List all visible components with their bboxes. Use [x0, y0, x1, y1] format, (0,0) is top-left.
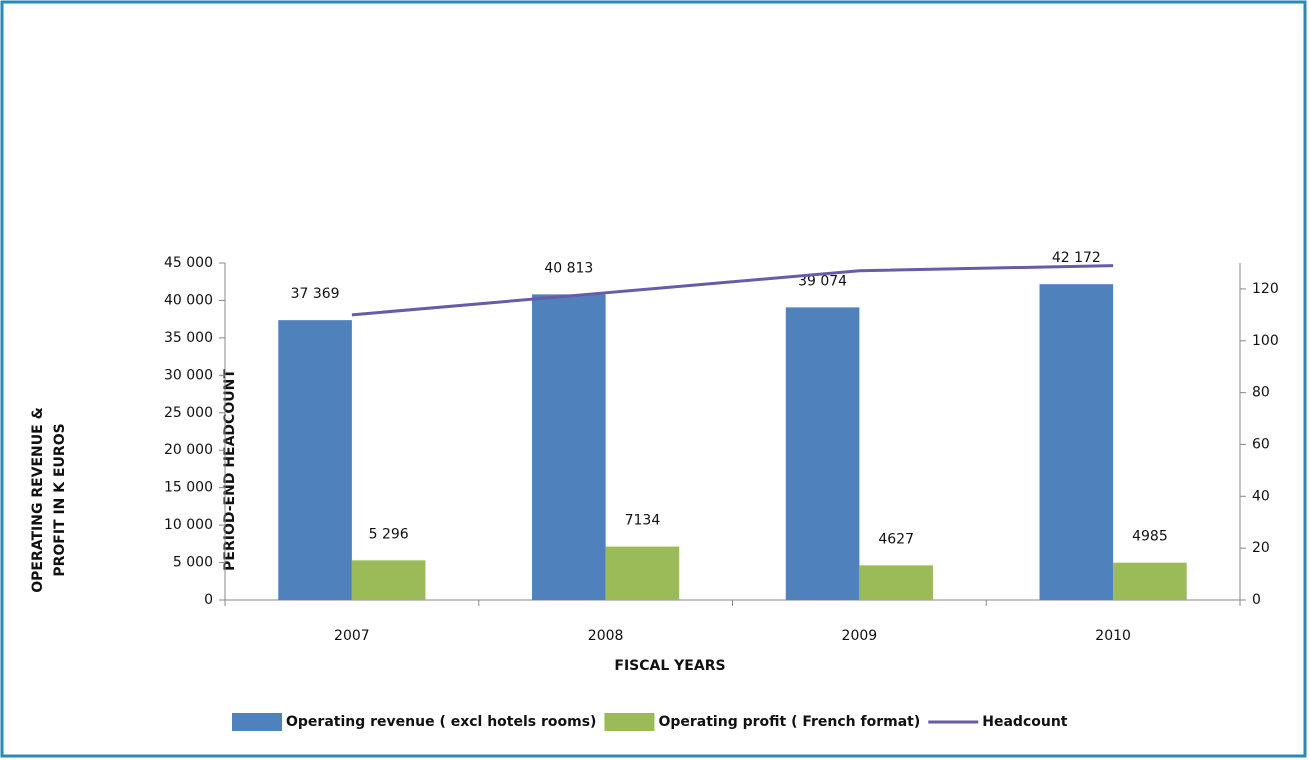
legend-swatch: [604, 713, 655, 731]
x-tick-label: 2009: [842, 628, 878, 644]
y-tick-label: 40 000: [164, 292, 213, 308]
legend-swatch: [232, 713, 282, 731]
y-tick-label: 15 000: [164, 480, 213, 496]
data-label: 4985: [1132, 529, 1168, 545]
bar: [1113, 562, 1187, 600]
y-axis-title: OPERATING REVENUE &: [30, 407, 46, 593]
bar: [859, 565, 933, 600]
y2-tick-label: 40: [1252, 488, 1270, 504]
y-axis-title: PROFIT IN K EUROS: [52, 423, 68, 576]
bar: [1039, 284, 1114, 600]
bar: [278, 320, 352, 600]
y2-tick-label: 100: [1252, 333, 1279, 349]
line: [351, 264, 1114, 317]
bar: [532, 294, 606, 600]
y-tick-label: 30 000: [164, 367, 213, 383]
y2-tick-label: 80: [1252, 385, 1270, 401]
data-label: 5 296: [369, 526, 409, 542]
y2-tick-label: 120: [1252, 281, 1279, 297]
bar: [605, 546, 680, 600]
x-axis-title: FISCAL YEARS: [614, 658, 725, 674]
data-label: 7134: [625, 513, 661, 529]
data-label: 42 172: [1052, 250, 1101, 266]
y-tick-label: 25 000: [164, 405, 213, 421]
bar: [351, 560, 426, 600]
y2-tick-label: 20: [1252, 540, 1270, 556]
y-tick-label: 0: [204, 592, 213, 608]
data-label: 4627: [878, 531, 914, 547]
data-label: 40 813: [544, 260, 593, 276]
x-tick-label: 2007: [334, 628, 370, 644]
x-tick-label: 2008: [588, 628, 624, 644]
data-label: 37 369: [291, 286, 340, 302]
y-tick-label: 45 000: [164, 255, 213, 271]
legend-label: Operating revenue ( excl hotels rooms): [286, 714, 596, 730]
y-tick-label: 20 000: [164, 442, 213, 458]
y-tick-label: 5 000: [173, 555, 213, 571]
y-tick-label: 10 000: [164, 517, 213, 533]
x-tick-label: 2010: [1095, 628, 1131, 644]
legend-label: Operating profit ( French format): [658, 714, 920, 730]
y2-tick-label: 0: [1252, 592, 1261, 608]
legend-label: Headcount: [982, 714, 1068, 730]
bar: [785, 307, 860, 600]
y2-tick-label: 60: [1252, 436, 1270, 452]
y2-axis-title: PERIOD-END HEADCOUNT: [222, 369, 238, 571]
y-tick-label: 35 000: [164, 330, 213, 346]
data-label: 39 074: [798, 273, 847, 289]
